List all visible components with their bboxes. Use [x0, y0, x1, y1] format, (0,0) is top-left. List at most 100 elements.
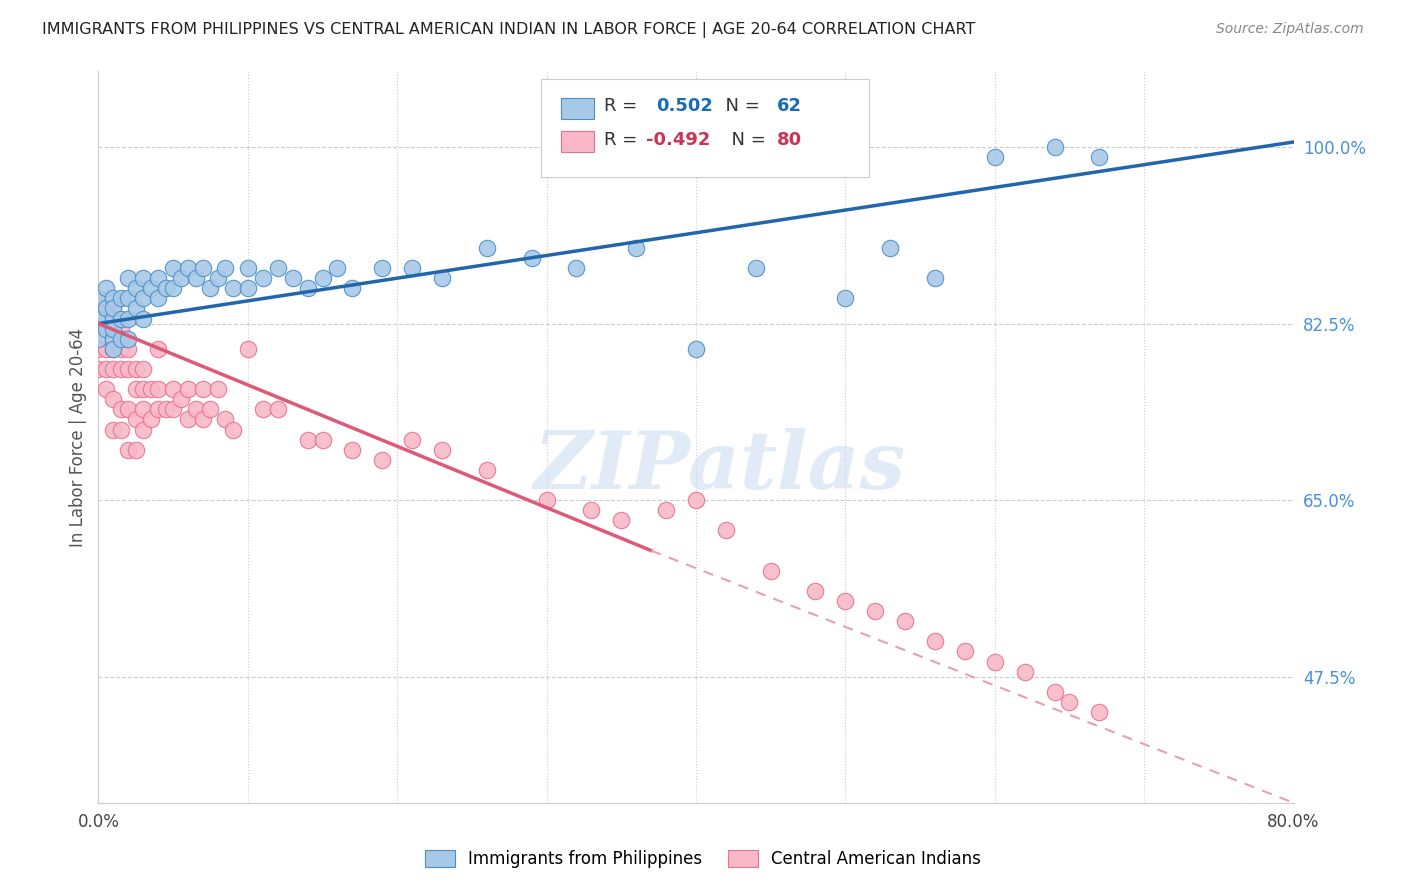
Point [626, 241, 648, 255]
Point [430, 442, 453, 457]
Point [162, 281, 184, 295]
Text: ZIPatlas: ZIPatlas [534, 427, 905, 505]
Point [132, 291, 155, 305]
Point [94, 321, 117, 335]
Point [117, 402, 139, 417]
Point [714, 524, 737, 538]
Point [117, 311, 139, 326]
Point [342, 442, 364, 457]
Point [371, 452, 394, 467]
Point [685, 493, 707, 508]
Point [125, 442, 148, 457]
Point [177, 382, 200, 396]
Point [132, 271, 155, 285]
Point [311, 271, 333, 285]
Point [87, 342, 110, 356]
Point [125, 281, 148, 295]
Point [177, 412, 200, 426]
Point [87, 311, 110, 326]
Point [117, 442, 139, 457]
Point [401, 433, 423, 447]
Point [125, 301, 148, 316]
Point [191, 412, 214, 426]
Point [110, 311, 132, 326]
Point [139, 382, 162, 396]
Point [103, 423, 125, 437]
Point [94, 362, 117, 376]
Point [297, 433, 319, 447]
Point [103, 321, 125, 335]
Point [745, 261, 768, 276]
Legend: Immigrants from Philippines, Central American Indians: Immigrants from Philippines, Central Ame… [419, 843, 987, 875]
Point [155, 402, 177, 417]
Point [252, 271, 274, 285]
Point [148, 342, 170, 356]
Text: N =: N = [720, 131, 772, 149]
Point [87, 291, 110, 305]
Point [207, 271, 229, 285]
Point [169, 271, 191, 285]
Point [191, 382, 214, 396]
Point [125, 382, 148, 396]
Point [110, 291, 132, 305]
Point [184, 402, 207, 417]
Point [430, 271, 453, 285]
Point [281, 271, 304, 285]
Point [148, 291, 170, 305]
Point [401, 261, 423, 276]
Point [236, 342, 259, 356]
Point [1088, 150, 1111, 164]
Point [132, 362, 155, 376]
Point [94, 301, 117, 316]
Point [924, 271, 946, 285]
Point [103, 332, 125, 346]
Point [132, 402, 155, 417]
Point [685, 342, 707, 356]
Point [581, 503, 603, 517]
Point [371, 261, 394, 276]
Point [162, 382, 184, 396]
FancyBboxPatch shape [561, 98, 595, 119]
Point [311, 433, 333, 447]
Point [200, 402, 222, 417]
Text: IMMIGRANTS FROM PHILIPPINES VS CENTRAL AMERICAN INDIAN IN LABOR FORCE | AGE 20-6: IMMIGRANTS FROM PHILIPPINES VS CENTRAL A… [42, 22, 976, 38]
Point [132, 423, 155, 437]
Text: 80: 80 [778, 131, 803, 149]
Point [342, 281, 364, 295]
Point [191, 261, 214, 276]
Point [834, 291, 856, 305]
Point [103, 342, 125, 356]
Point [879, 241, 901, 255]
Point [132, 311, 155, 326]
Point [222, 281, 245, 295]
Point [984, 150, 1007, 164]
Point [475, 463, 498, 477]
Point [110, 342, 132, 356]
Point [94, 281, 117, 295]
Point [117, 342, 139, 356]
Text: -0.492: -0.492 [645, 131, 710, 149]
Text: R =: R = [605, 131, 643, 149]
Point [148, 382, 170, 396]
Point [953, 644, 976, 658]
Point [267, 402, 290, 417]
Point [214, 412, 236, 426]
Point [184, 271, 207, 285]
Point [103, 321, 125, 335]
Point [87, 332, 110, 346]
Point [162, 261, 184, 276]
Point [117, 332, 139, 346]
Point [865, 604, 887, 618]
Point [87, 291, 110, 305]
Point [94, 311, 117, 326]
Point [139, 281, 162, 295]
Point [236, 261, 259, 276]
Point [162, 402, 184, 417]
Point [1043, 685, 1066, 699]
Point [252, 402, 274, 417]
Point [103, 362, 125, 376]
Point [117, 291, 139, 305]
Point [177, 261, 200, 276]
Point [117, 271, 139, 285]
Point [94, 382, 117, 396]
